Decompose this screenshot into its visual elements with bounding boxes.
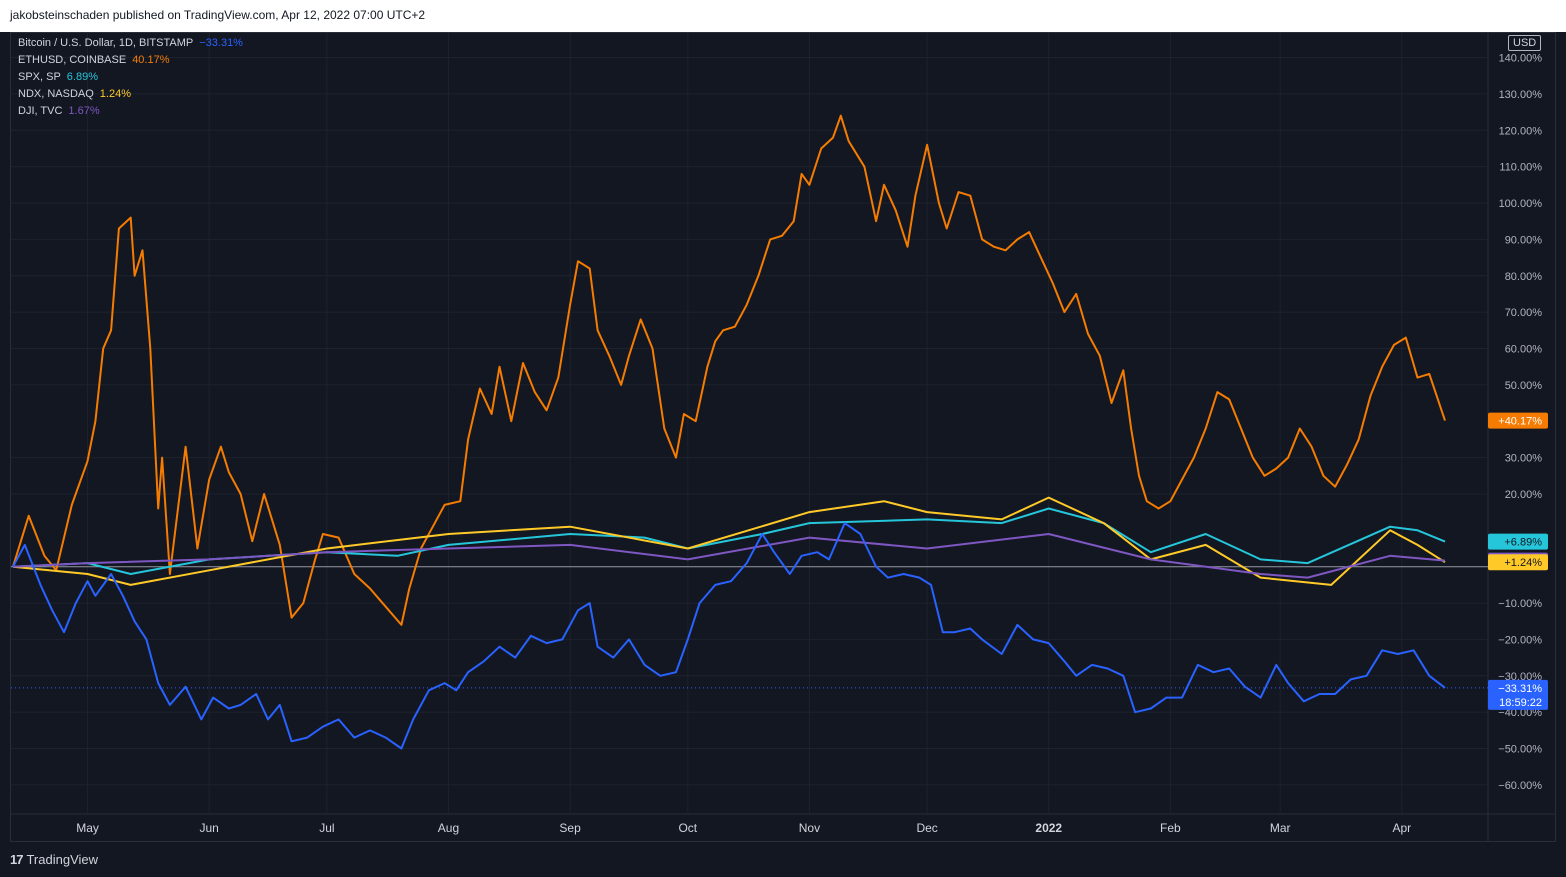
y-tick-label: 140.00% — [1499, 53, 1543, 65]
price-badge-label: +40.17% — [1498, 416, 1542, 428]
y-tick-label: 60.00% — [1505, 343, 1543, 355]
y-tick-label: 110.00% — [1499, 162, 1542, 174]
legend-name: SPX, SP — [18, 71, 61, 83]
x-tick-label: Jul — [319, 821, 334, 835]
x-tick-label: 2022 — [1035, 821, 1062, 835]
series-legend: Bitcoin / U.S. Dollar, 1D, BITSTAMP −33.3… — [18, 35, 243, 120]
grid-layer — [11, 33, 1556, 841]
legend-value: 1.67% — [68, 105, 100, 117]
x-tick-label: Nov — [799, 821, 820, 835]
footer: 17 TradingView — [0, 842, 1566, 877]
x-tick-label: Feb — [1160, 821, 1181, 835]
y-tick-label: −30.00% — [1498, 671, 1542, 683]
time-scale: May Jun Jul Aug Sep Oct Nov Dec 2022 Feb Mar Apr — [76, 821, 1411, 835]
currency-badge[interactable]: USD — [1508, 35, 1542, 51]
y-tick-label: −10.00% — [1498, 598, 1542, 610]
price-badge-label: +6.89% — [1504, 537, 1542, 549]
legend-row-eth[interactable]: ETHUSD, COINBASE 40.17% — [18, 52, 243, 69]
brand-name: TradingView — [26, 852, 99, 867]
x-tick-label: Dec — [916, 821, 937, 835]
y-tick-label: 50.00% — [1505, 380, 1543, 392]
x-tick-label: May — [76, 821, 99, 835]
y-tick-label: 100.00% — [1499, 198, 1543, 210]
legend-value: 6.89% — [66, 71, 98, 83]
x-tick-label: Jun — [199, 821, 218, 835]
tradingview-logo-icon: 17 — [10, 852, 24, 867]
legend-name: Bitcoin / U.S. Dollar, 1D, BITSTAMP — [18, 37, 194, 49]
legend-value: 1.24% — [99, 88, 131, 100]
series-line — [12, 114, 1446, 626]
price-badge-label: −33.31% — [1498, 683, 1542, 695]
price-badge-label: +1.24% — [1504, 557, 1542, 569]
y-tick-label: 80.00% — [1505, 271, 1543, 283]
legend-name: ETHUSD, COINBASE — [18, 54, 127, 66]
legend-row-spx[interactable]: SPX, SP 6.89% — [18, 69, 243, 86]
x-tick-label: Apr — [1393, 821, 1412, 835]
y-tick-label: 130.00% — [1499, 89, 1543, 101]
price-badge — [1488, 679, 1548, 710]
series-line — [12, 496, 1446, 586]
x-tick-label: Mar — [1270, 821, 1291, 835]
legend-row-btc[interactable]: Bitcoin / U.S. Dollar, 1D, BITSTAMP −33.3… — [18, 35, 243, 52]
y-tick-label: 30.00% — [1505, 453, 1543, 465]
legend-value: 40.17% — [132, 54, 170, 66]
series-line — [12, 522, 1446, 750]
price-badge — [1488, 554, 1548, 571]
series-line — [12, 533, 1446, 579]
y-tick-label: −20.00% — [1498, 634, 1542, 646]
price-scale: 140.00% 130.00% 120.00% 110.00% 100.00% 90.00… — [1498, 53, 1542, 792]
x-tick-label: Sep — [559, 821, 581, 835]
y-tick-label: −60.00% — [1498, 780, 1542, 792]
y-tick-label: −50.00% — [1498, 744, 1542, 756]
x-tick-label: Oct — [678, 821, 697, 835]
countdown-label: 18:59:22 — [1499, 697, 1542, 709]
price-badge — [1488, 412, 1548, 429]
y-tick-label: 20.00% — [1505, 489, 1543, 501]
series-layer — [11, 114, 1488, 750]
tradingview-logo[interactable]: 17 TradingView — [10, 852, 98, 867]
legend-name: NDX, NASDAQ — [18, 88, 94, 100]
y-tick-label: −40.00% — [1498, 707, 1542, 719]
price-badges: +40.17%+6.89%+1.67%+1.24%−33.31%18:59:22 — [1488, 412, 1548, 710]
attribution-text: jakobsteinschaden published on TradingVi… — [10, 8, 426, 22]
attribution-bar: jakobsteinschaden published on TradingVi… — [0, 0, 1566, 32]
y-tick-label: 120.00% — [1499, 125, 1543, 137]
y-tick-label: 90.00% — [1505, 234, 1543, 246]
legend-value: −33.31% — [199, 37, 243, 49]
y-tick-label: 70.00% — [1505, 307, 1543, 319]
legend-row-ndx[interactable]: NDX, NASDAQ 1.24% — [18, 86, 243, 103]
legend-name: DJI, TVC — [18, 105, 63, 117]
series-line — [12, 507, 1446, 575]
legend-row-dji[interactable]: DJI, TVC 1.67% — [18, 103, 243, 120]
price-badge — [1488, 533, 1548, 550]
x-tick-label: Aug — [438, 821, 459, 835]
